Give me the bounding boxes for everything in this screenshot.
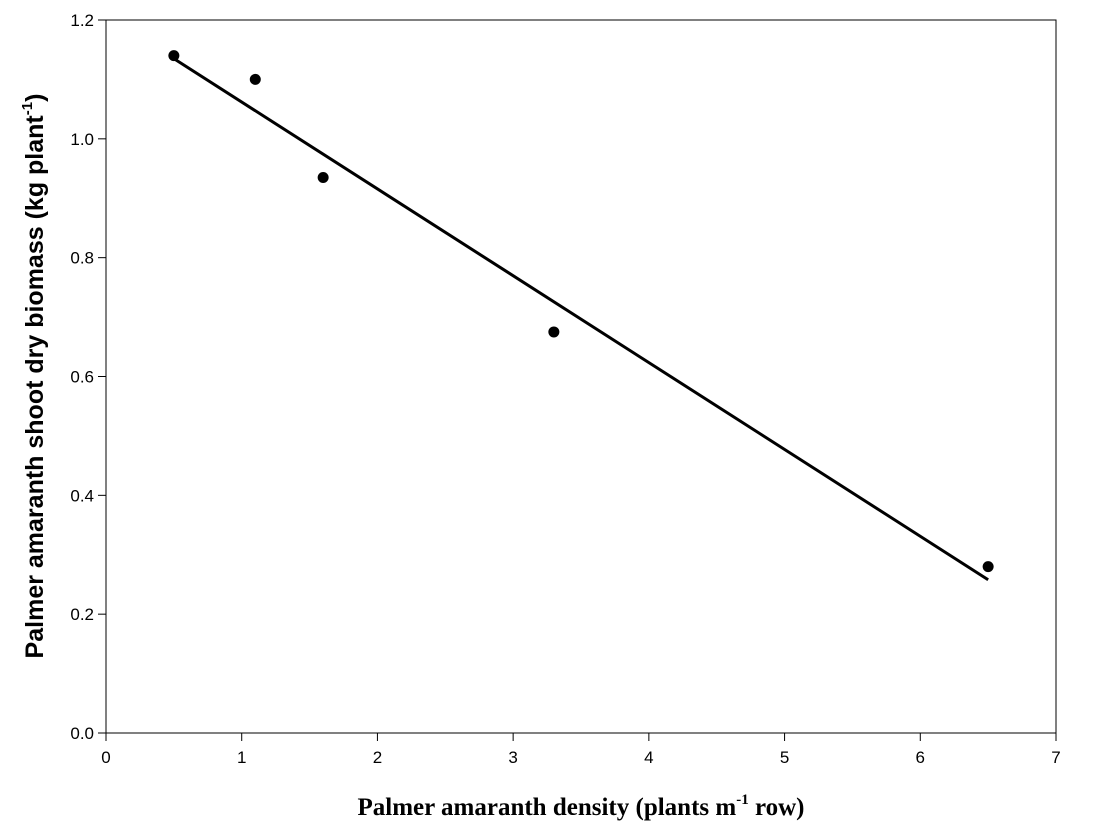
x-tick-label: 2 [373,748,382,767]
x-tick-label: 4 [644,748,653,767]
regression-line [173,57,989,581]
data-point [168,50,180,62]
x-tick-label: 6 [916,748,925,767]
y-tick-label: 0.6 [70,368,94,387]
y-axis: 0.0 0.2 0.4 0.6 0.8 1.0 1.2 [70,11,106,743]
y-axis-label: Palmer amaranth shoot dry biomass (kg pl… [19,94,49,659]
data-point [317,171,329,183]
y-tick-label: 1.0 [70,130,94,149]
x-axis: 0 1 2 3 4 5 6 7 [101,733,1061,767]
y-tick-label: 0.8 [70,249,94,268]
y-tick-label: 0.0 [70,724,94,743]
data-points [168,50,994,573]
data-point [249,73,261,85]
x-tick-label: 1 [237,748,246,767]
y-tick-label: 1.2 [70,11,94,30]
y-tick-label: 0.4 [70,486,94,505]
x-tick-label: 3 [508,748,517,767]
x-axis-label: Palmer amaranth density (plants m-1 row) [358,792,805,821]
x-tick-label: 0 [101,748,110,767]
plot-area [105,19,1057,734]
data-point [982,561,994,573]
y-tick-label: 0.2 [70,605,94,624]
x-tick-label: 7 [1051,748,1060,767]
data-point [548,326,560,338]
x-tick-label: 5 [780,748,789,767]
